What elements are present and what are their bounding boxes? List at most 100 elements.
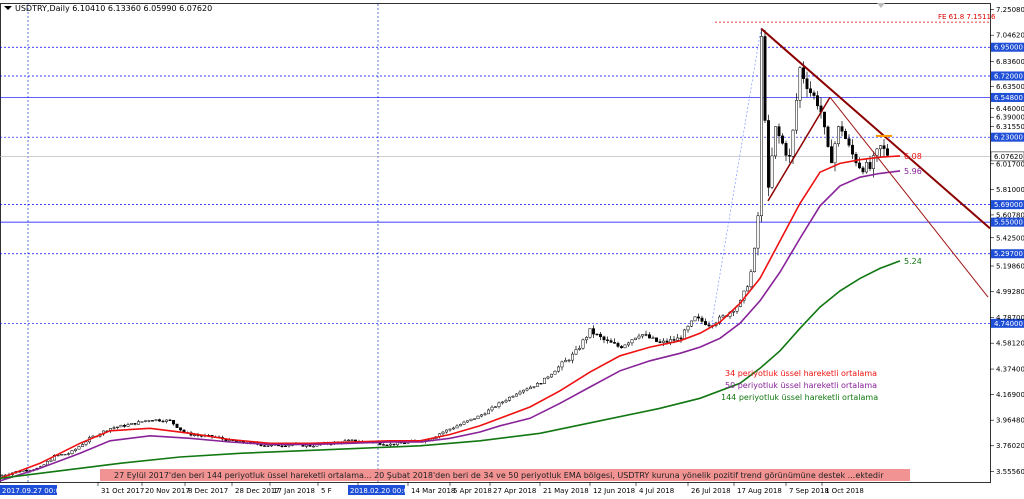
candle-body [462, 421, 466, 425]
candle-body [746, 286, 749, 292]
candle-body [476, 415, 480, 419]
candle-body [627, 342, 630, 346]
candle-body [767, 120, 770, 188]
candle-body [809, 88, 812, 94]
y-tick-label-14: 4.58120 [996, 340, 1024, 348]
price-level-label-2: 6.54800 [994, 94, 1023, 102]
candle-body [508, 396, 511, 401]
x-tick-label-16: 1 Oct 2018 [825, 487, 864, 495]
legend-ema34: 34 periyotluk üssel hareketli ortalama [725, 369, 877, 378]
price-level-box-7 [991, 318, 1024, 328]
candle-body [67, 453, 70, 455]
x-tick-label-14: 17 Aug 2018 [737, 487, 782, 495]
candle-body [581, 339, 585, 349]
fibo-label: FE 61.8 7.15116 [938, 13, 996, 21]
candle-body [385, 444, 389, 446]
candle-body [644, 334, 648, 336]
x-tick-label-8: 5 Apr 2018 [453, 487, 492, 495]
candle-body [112, 427, 116, 429]
candle-body [676, 337, 679, 341]
y-tick-label-9: 5.60780 [996, 211, 1024, 219]
candle-body [147, 420, 151, 422]
candle-body [578, 347, 581, 350]
x-tick-label-5: 5 F [321, 487, 332, 495]
candle-body [557, 366, 560, 372]
candle-body [266, 445, 270, 447]
candle-body [588, 328, 592, 338]
chart-shift-icon[interactable] [877, 3, 885, 8]
ema144-end-label: 5.24 [904, 257, 922, 266]
candle-body [795, 100, 798, 131]
x-tick-label-2: 8 Dec 2017 [188, 487, 228, 495]
fibo-guide-line [711, 28, 762, 323]
candle-body [539, 383, 543, 385]
candle-body [144, 420, 147, 422]
candle-body [504, 400, 508, 403]
candle-body [525, 388, 529, 391]
candle-body [665, 340, 669, 343]
candle-body [511, 395, 515, 398]
symbol-dropdown-icon[interactable] [4, 6, 12, 10]
candle-body [25, 469, 28, 472]
x-tick-label-13: 26 Jul 2018 [691, 487, 731, 495]
candle-body [483, 413, 487, 416]
candle-body [879, 145, 882, 150]
y-tick-label-18: 3.76020 [996, 442, 1024, 450]
y-tick-label-12: 4.99280 [996, 288, 1024, 296]
candle-body [574, 349, 578, 355]
candle-body [823, 111, 826, 128]
candle-body [875, 148, 879, 156]
candle-body [595, 333, 599, 336]
candle-body [466, 420, 469, 423]
price-level-box-2 [991, 92, 1024, 102]
plot-frame [0, 3, 991, 483]
price-level-label-0: 6.95000 [994, 44, 1023, 52]
candle-body [347, 439, 350, 442]
candle-body [616, 343, 620, 347]
candle-body [84, 441, 88, 445]
candle-body [707, 324, 711, 327]
candle-body [585, 337, 588, 341]
candle-body [830, 146, 833, 164]
x-tick-label-4: 17 Jan 2018 [273, 487, 315, 495]
price-levels-layer [0, 21, 990, 324]
current-price-box [990, 151, 1024, 162]
x-tick-label-7: 14 Mar 2018 [411, 487, 455, 495]
candle-body [536, 383, 539, 387]
candle-body [658, 341, 662, 343]
y-tick-label-3: 6.63500 [996, 83, 1024, 91]
price-level-label-3: 6.23000 [994, 134, 1023, 142]
candle-body [126, 424, 130, 427]
symbol-title: USDTRY,Daily 6.10410 6.13360 6.05990 6.0… [15, 4, 212, 13]
ema-line-0 [0, 155, 901, 480]
candle-body [459, 424, 462, 427]
candle-body [403, 442, 406, 445]
candle-body [774, 126, 777, 157]
candle-body [760, 36, 763, 217]
candle-body [140, 421, 144, 423]
candle-body [567, 359, 571, 362]
candle-body [886, 148, 889, 156]
candle-body [123, 424, 126, 427]
candle-body [721, 315, 725, 318]
candle-body [515, 393, 518, 397]
candle-body [700, 317, 704, 322]
grid-layer [0, 3, 991, 483]
x-tick-label-9: 27 Apr 2018 [493, 487, 536, 495]
candle-body [452, 427, 455, 430]
candle-body [620, 346, 623, 349]
candle-body [749, 271, 753, 288]
ema-layer [0, 155, 901, 482]
y-tick-label-17: 3.96480 [996, 417, 1024, 425]
candle-body [651, 337, 655, 339]
y-tick-label-7: 6.01700 [996, 160, 1024, 168]
candle-body [494, 406, 497, 408]
legend-ema50: 50 periyotluk üssel hareketli ortalama [725, 381, 877, 390]
candle-body [704, 321, 707, 325]
price-level-box-0 [991, 42, 1024, 52]
price-level-box-1 [991, 71, 1024, 81]
candle-body [151, 420, 154, 422]
candle-body [487, 409, 490, 415]
candle-body [522, 389, 525, 393]
